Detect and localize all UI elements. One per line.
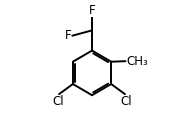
Text: Cl: Cl [120, 95, 132, 108]
Text: Cl: Cl [52, 95, 64, 108]
Text: F: F [89, 4, 95, 17]
Text: F: F [65, 29, 71, 42]
Text: CH₃: CH₃ [127, 55, 148, 68]
